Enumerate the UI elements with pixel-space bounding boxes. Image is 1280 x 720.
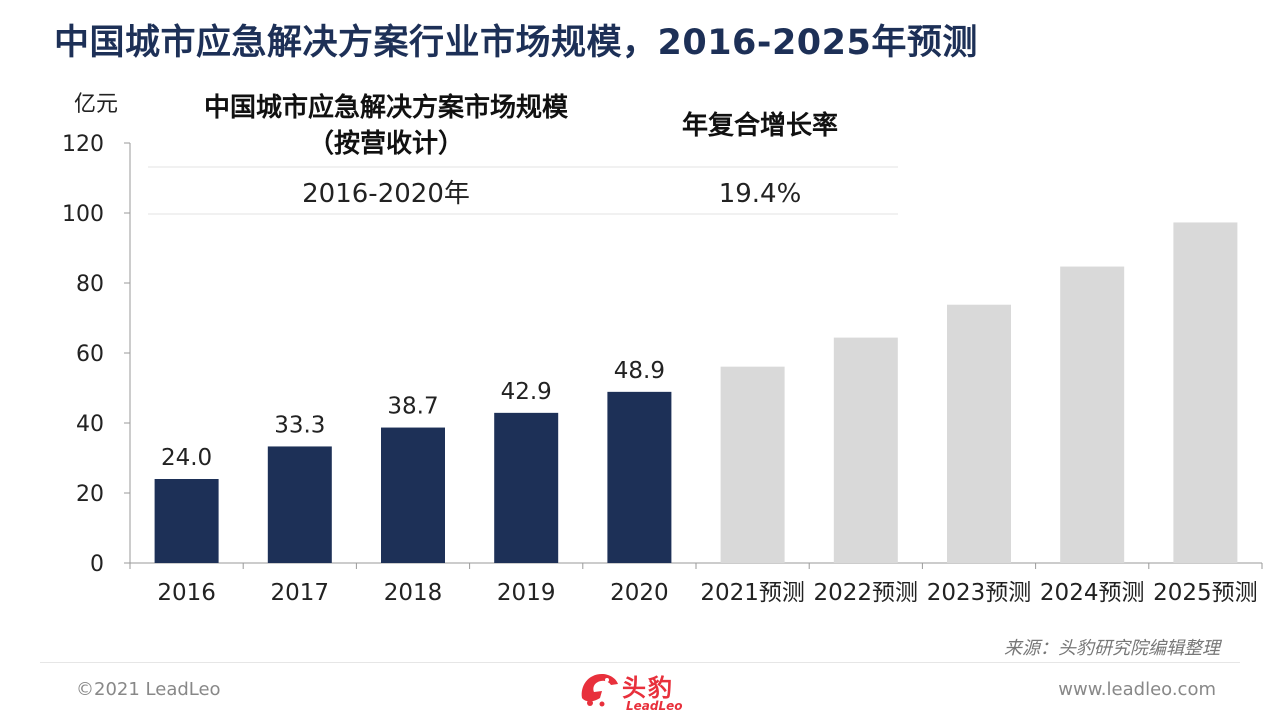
table-header-market-size: 中国城市应急解决方案市场规模	[204, 92, 569, 123]
bar-2023预测	[947, 304, 1011, 563]
bar-2019	[494, 412, 559, 563]
category-label-2020: 2020	[610, 580, 669, 606]
bars	[154, 222, 1238, 563]
category-labels: 2016 2017 2018 2019 2020 2021预测 2022预测 2023预测 20…	[157, 580, 1257, 606]
bar-2021预测	[720, 366, 785, 563]
data-label-2020: 48.9	[614, 358, 665, 384]
table-header-market-size-note: （按营收计）	[308, 128, 464, 159]
table-cagr-value: 19.4%	[719, 179, 802, 209]
source-note: 来源：头豹研究院编辑整理	[1004, 638, 1220, 659]
logo-chinese-text: 头豹	[622, 674, 674, 702]
logo-english-text: LeadLeo	[626, 699, 683, 713]
y-tick-label: 40	[76, 412, 104, 437]
category-label-2018: 2018	[384, 580, 443, 606]
bar-2017	[267, 446, 332, 563]
table-header-cagr: 年复合增长率	[682, 110, 838, 141]
footer-divider	[40, 662, 1240, 663]
bar-2018	[381, 427, 445, 563]
bar-2020	[607, 391, 672, 563]
category-label-2022预测: 2022预测	[814, 580, 919, 606]
website-link[interactable]: www.leadleo.com	[1058, 679, 1216, 700]
bar-2024预测	[1060, 266, 1125, 563]
bar-2016	[154, 479, 219, 563]
data-label-2016: 24.0	[161, 445, 212, 471]
data-label-2017: 33.3	[274, 412, 325, 438]
y-tick-label: 20	[76, 482, 104, 507]
category-label-2023预测: 2023预测	[927, 580, 1032, 606]
y-tick-label: 80	[76, 272, 104, 297]
category-label-2019: 2019	[497, 580, 556, 606]
data-labels: 24.0 33.3 38.7 42.9 48.9	[161, 358, 665, 471]
data-label-2019: 42.9	[501, 379, 552, 405]
copyright-text: ©2021 LeadLeo	[76, 679, 221, 700]
bar-2025预测	[1173, 222, 1238, 563]
leopard-icon	[581, 674, 618, 707]
brand-logo: 头豹 LeadLeo	[578, 664, 708, 718]
data-label-2018: 38.7	[387, 394, 438, 420]
y-tick-label: 120	[62, 132, 104, 157]
table-period: 2016-2020年	[302, 179, 470, 209]
category-label-2017: 2017	[271, 580, 330, 606]
cagr-table: 中国城市应急解决方案市场规模 （按营收计） 年复合增长率 2016-2020年 …	[148, 92, 898, 215]
category-label-2016: 2016	[157, 580, 216, 606]
y-tick-label: 100	[62, 202, 104, 227]
category-label-2024预测: 2024预测	[1040, 580, 1145, 606]
y-tick-label: 0	[90, 552, 104, 577]
bar-2022预测	[833, 337, 898, 563]
category-label-2025预测: 2025预测	[1153, 580, 1258, 606]
category-label-2021预测: 2021预测	[700, 580, 805, 606]
page-title: 中国城市应急解决方案行业市场规模，2016-2025年预测	[54, 23, 978, 63]
y-axis-unit-label: 亿元	[74, 92, 118, 117]
x-axis-tick-marks	[129, 563, 1263, 569]
y-tick-label: 60	[76, 342, 104, 367]
y-axis-ticks: 0 20 40 60 80 100 120	[62, 132, 130, 577]
